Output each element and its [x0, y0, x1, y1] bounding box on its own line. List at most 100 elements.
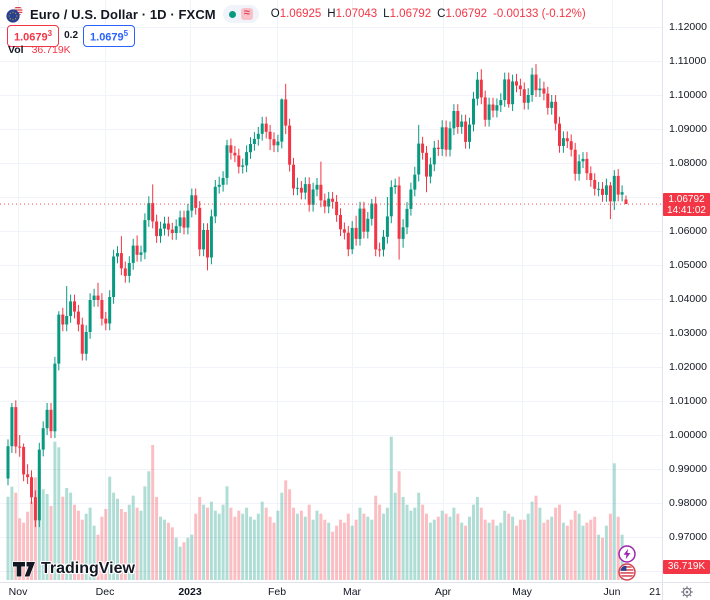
time-tick-label: 2023	[178, 586, 202, 598]
candle-body	[565, 138, 569, 142]
volume-bar	[428, 522, 432, 580]
volume-bar	[362, 513, 366, 580]
volume-bar	[597, 534, 601, 580]
candle-body	[57, 314, 61, 364]
settings-gear-icon[interactable]	[680, 585, 694, 599]
volume-bar	[217, 513, 221, 580]
volume-bar	[6, 496, 10, 580]
candle-body	[577, 161, 581, 174]
volume-bar	[518, 519, 522, 580]
price-scale[interactable]: 1.120001.110001.100001.090001.080001.070…	[662, 0, 710, 582]
tradingview-logo[interactable]: TradingView	[12, 560, 135, 578]
symbol-title[interactable]: Euro / U.S. Dollar · 1D · FXCM	[30, 6, 216, 22]
candle-body	[292, 164, 295, 189]
candle-body	[245, 152, 249, 166]
candle-body	[358, 208, 362, 239]
tradingview-logo-text: TradingView	[41, 560, 135, 577]
volume-bar	[589, 519, 593, 580]
candle-body	[409, 189, 413, 209]
volume-bar	[112, 492, 116, 580]
volume-bar	[526, 513, 530, 580]
candle-body	[456, 111, 460, 127]
candle-body	[319, 184, 323, 201]
volume-badge: 36.719K	[663, 559, 710, 574]
candle-body	[182, 217, 186, 228]
volume-bar	[69, 492, 73, 580]
volume-bar	[522, 519, 526, 580]
time-tick-label: Jun	[603, 586, 621, 598]
candle-body	[76, 311, 80, 325]
candle-body	[546, 93, 550, 108]
volume-bar	[472, 504, 475, 580]
candle-body	[350, 227, 354, 250]
candle-body	[554, 101, 558, 124]
candle-body	[620, 192, 624, 195]
candle-body	[190, 195, 194, 211]
candle-body	[464, 121, 468, 142]
time-scale[interactable]: Nov Dec 2023 Feb Mar Apr May Jun 21	[0, 582, 662, 600]
volume-bar	[119, 509, 123, 580]
volume-bar	[452, 507, 456, 580]
volume-bar	[170, 527, 174, 580]
sell-button[interactable]: 1.06793	[7, 25, 60, 47]
candle-body	[135, 245, 139, 255]
volume-bar	[241, 513, 245, 580]
candle-body	[174, 226, 178, 233]
volume-bar	[577, 513, 581, 580]
candle-body	[14, 407, 18, 447]
candle-body	[413, 174, 417, 190]
candle-body	[127, 263, 131, 276]
lightning-icon[interactable]	[618, 545, 636, 563]
price-tick-label: 1.10000	[669, 89, 707, 101]
volume-bar	[159, 516, 162, 580]
volume-bar	[151, 445, 155, 580]
symbol-header: Euro / U.S. Dollar · 1D · FXCM ≈ O1.0692…	[6, 5, 586, 23]
volume-bar	[276, 510, 280, 580]
volume-bar	[272, 522, 276, 580]
volume-bar	[178, 546, 182, 580]
volume-bar	[382, 513, 385, 580]
volume-bar	[104, 509, 108, 580]
volume-bar	[295, 513, 299, 580]
volume-bar	[409, 510, 413, 580]
volume-bar	[425, 513, 428, 580]
candle-body	[487, 104, 491, 120]
candle-body	[252, 138, 256, 144]
candle-body	[323, 200, 327, 207]
volume-bar	[370, 519, 374, 580]
candle-body	[178, 217, 182, 227]
buy-button[interactable]: 1.06795	[83, 25, 136, 47]
candle-body	[295, 187, 299, 189]
candle-body	[116, 253, 119, 257]
candle-body	[217, 184, 221, 187]
volume-bar	[444, 513, 448, 580]
volume-bar	[335, 525, 339, 580]
candle-body	[233, 152, 237, 156]
us-flag-icon[interactable]	[618, 563, 636, 581]
volume-bar	[245, 507, 249, 580]
candle-body	[503, 79, 507, 101]
volume-bar	[127, 504, 131, 580]
candle-body	[143, 220, 147, 253]
volume-bar	[131, 495, 135, 580]
volume-bar	[65, 488, 69, 580]
volume-bar	[456, 513, 460, 580]
candle-body	[92, 295, 96, 300]
last-price-badge: 1.06792 14:41:02	[663, 193, 710, 217]
market-status-pill[interactable]: ≈	[222, 5, 259, 23]
volume-bar	[26, 511, 30, 580]
candle-body	[198, 207, 202, 250]
candle-body	[491, 104, 495, 111]
candle-body	[241, 165, 245, 167]
spread-value: 0.2	[64, 30, 79, 42]
volume-bar	[213, 510, 217, 580]
volume-bar	[233, 516, 237, 580]
volume-bar	[18, 518, 22, 580]
volume-bar	[503, 510, 507, 580]
candle-body	[585, 158, 589, 174]
volume-bar	[49, 506, 53, 580]
time-tick-label: Dec	[95, 586, 115, 598]
candle-body	[311, 189, 315, 205]
candle-body	[616, 175, 620, 195]
